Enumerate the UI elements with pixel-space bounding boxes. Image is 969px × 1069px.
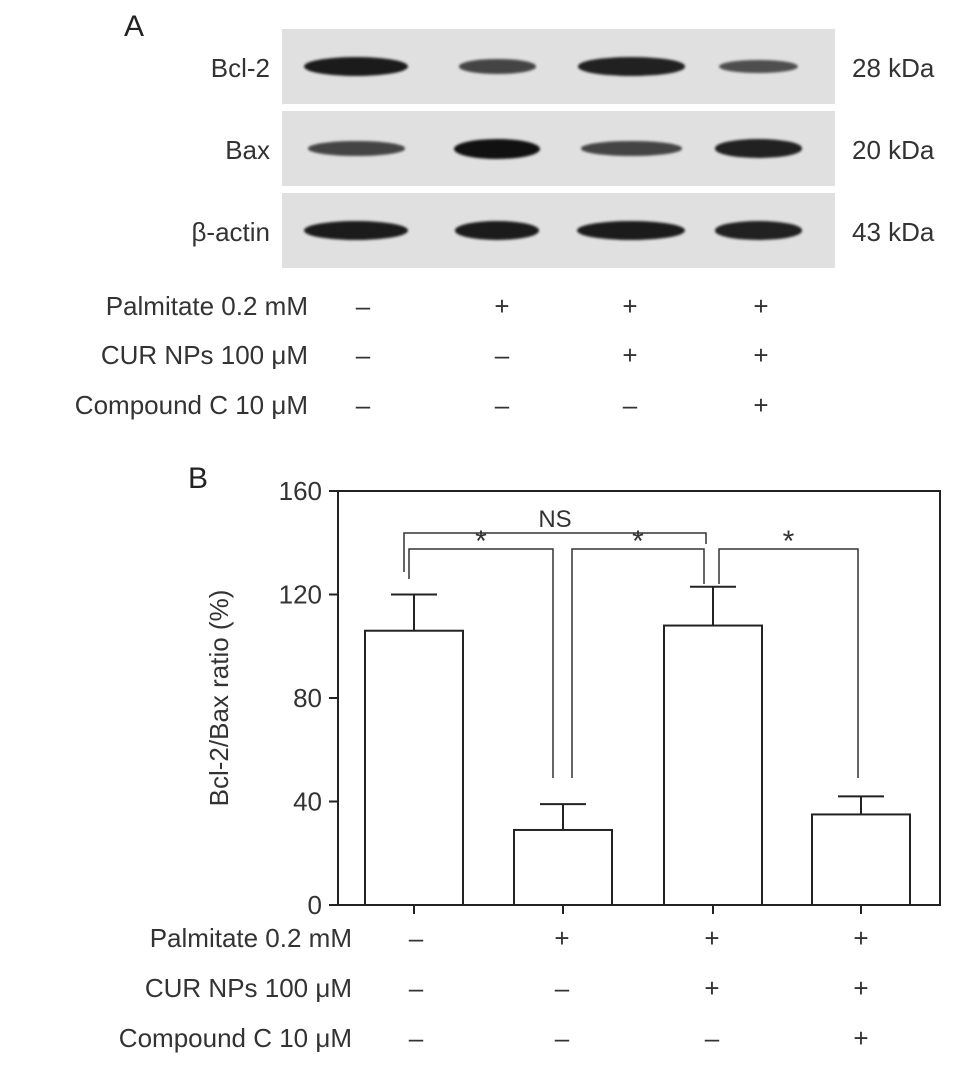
kda-label-1: 20 kDa xyxy=(852,135,935,165)
blot-band xyxy=(714,221,802,240)
condition-sign: + xyxy=(704,973,720,1003)
blot-label-2: β-actin xyxy=(191,217,270,247)
bar xyxy=(364,629,464,906)
significance-label: NS xyxy=(538,506,571,533)
blot-band xyxy=(455,221,539,240)
y-tick-label: 120 xyxy=(279,580,322,610)
condition-sign: + xyxy=(753,291,769,321)
condition-sign: + xyxy=(622,291,638,321)
y-tick-label: 80 xyxy=(293,683,322,713)
condition-sign: + xyxy=(622,340,638,370)
y-tick-label: 40 xyxy=(293,787,322,817)
bar xyxy=(663,624,763,907)
condition-sign: – xyxy=(408,923,424,953)
condition-sign: + xyxy=(853,923,869,953)
condition-sign: – xyxy=(355,291,371,321)
condition-sign: – xyxy=(554,1023,570,1053)
condition-sign: – xyxy=(408,973,424,1003)
condition-sign: + xyxy=(853,1023,869,1053)
significance-bracket xyxy=(571,548,705,778)
panel-b-letter: B xyxy=(188,462,209,495)
blot-label-1: Bax xyxy=(225,135,270,165)
kda-label-2: 43 kDa xyxy=(852,217,935,247)
blot-band xyxy=(577,221,685,240)
panel-a-letter: A xyxy=(124,10,145,43)
condition-sign: – xyxy=(554,973,570,1003)
condition-label: CUR NPs 100 μM xyxy=(100,340,308,370)
condition-label: Palmitate 0.2 mM xyxy=(105,291,308,321)
significance-label: * xyxy=(632,525,644,558)
condition-sign: – xyxy=(355,340,371,370)
bar-chart: 0 40 80 120 160 Bcl-2/Bax ratio (%) NS * * * xyxy=(204,476,941,920)
y-axis-label: Bcl-2/Bax ratio (%) xyxy=(204,590,234,807)
significance-label: * xyxy=(783,525,795,558)
significance-label: * xyxy=(475,525,487,558)
significance-bracket xyxy=(718,548,859,778)
condition-label: Compound C 10 μM xyxy=(118,1023,352,1053)
blot-band xyxy=(458,59,536,74)
blot-band xyxy=(580,141,682,156)
condition-sign: – xyxy=(355,390,371,420)
blot-band xyxy=(714,139,802,158)
significance-bracket xyxy=(408,548,554,778)
condition-label: CUR NPs 100 μM xyxy=(144,973,352,1003)
condition-sign: + xyxy=(554,923,570,953)
blot-band xyxy=(307,141,405,156)
bar xyxy=(513,828,613,906)
condition-sign: – xyxy=(494,340,510,370)
condition-sign: – xyxy=(622,390,638,420)
condition-sign: – xyxy=(408,1023,424,1053)
condition-sign: – xyxy=(494,390,510,420)
blot-label-0: Bcl-2 xyxy=(210,53,270,83)
condition-sign: + xyxy=(853,973,869,1003)
kda-label-0: 28 kDa xyxy=(852,53,935,83)
condition-sign: + xyxy=(753,340,769,370)
blot-band xyxy=(718,59,798,74)
condition-label: Palmitate 0.2 mM xyxy=(149,923,352,953)
condition-sign: + xyxy=(753,390,769,420)
condition-sign: – xyxy=(704,1023,720,1053)
y-tick-label: 0 xyxy=(308,890,322,920)
blot-band xyxy=(304,221,408,240)
condition-sign: + xyxy=(704,923,720,953)
condition-sign: + xyxy=(494,291,510,321)
bar xyxy=(811,813,911,906)
blot-band xyxy=(454,138,540,159)
significance-bracket xyxy=(403,532,707,572)
blot-band xyxy=(577,57,685,76)
y-tick-label: 160 xyxy=(279,476,322,506)
condition-label: Compound C 10 μM xyxy=(74,390,308,420)
blot-band xyxy=(304,57,408,76)
